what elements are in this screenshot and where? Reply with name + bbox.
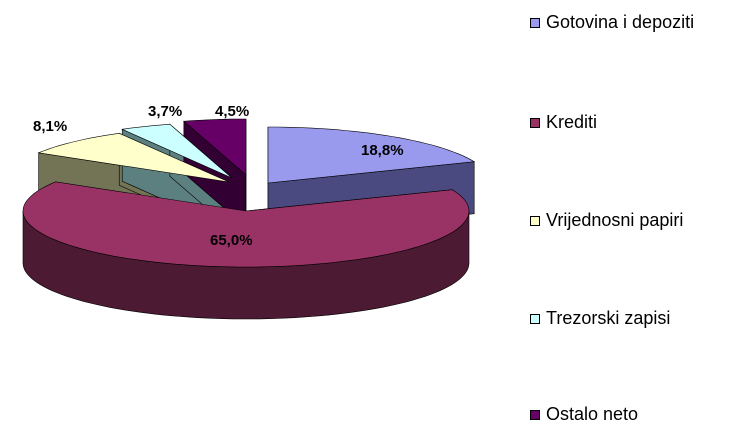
legend-item-krediti: Krediti [530, 112, 597, 133]
pie-slice-vrijednosni [37, 132, 230, 183]
legend-swatch-gotovina [530, 17, 540, 28]
data-label-krediti: 65,0% [210, 232, 253, 249]
legend-swatch-ostalo [530, 409, 540, 420]
data-label-gotovina: 18,8% [361, 142, 404, 159]
legend-label-vrijednosni: Vrijednosni papiri [546, 210, 684, 230]
legend-label-trezorski: Trezorski zapisi [546, 308, 671, 328]
legend-label-gotovina: Gotovina i depoziti [546, 12, 695, 32]
legend: Gotovina i depoziti Krediti Vrijednosni … [530, 0, 734, 425]
data-label-trezorski: 3,7% [148, 103, 182, 120]
pie-chart: 18,8% 65,0% 8,1% 3,7% 4,5% [22, 103, 476, 320]
pie-slice-tops [22, 118, 476, 268]
legend-label-krediti: Krediti [546, 112, 598, 132]
pie-slice-trezorski [121, 123, 233, 179]
legend-item-vrijednosni: Vrijednosni papiri [530, 210, 683, 231]
legend-item-ostalo: Ostalo neto [530, 404, 638, 425]
pie-slice-krediti [22, 181, 470, 268]
pie-slice-ostalo [183, 118, 247, 176]
legend-item-trezorski: Trezorski zapisi [530, 308, 670, 329]
data-label-vrijednosni: 8,1% [33, 118, 67, 135]
legend-swatch-vrijednosni [530, 215, 540, 226]
legend-label-ostalo: Ostalo neto [546, 404, 639, 424]
data-label-ostalo: 4,5% [215, 103, 249, 120]
legend-swatch-krediti [530, 117, 540, 128]
legend-swatch-trezorski [530, 313, 540, 324]
pie-slice-gotovina [267, 126, 476, 184]
legend-item-gotovina: Gotovina i depoziti [530, 12, 694, 33]
pie-data-labels: 18,8% 65,0% 8,1% 3,7% 4,5% [33, 103, 404, 249]
